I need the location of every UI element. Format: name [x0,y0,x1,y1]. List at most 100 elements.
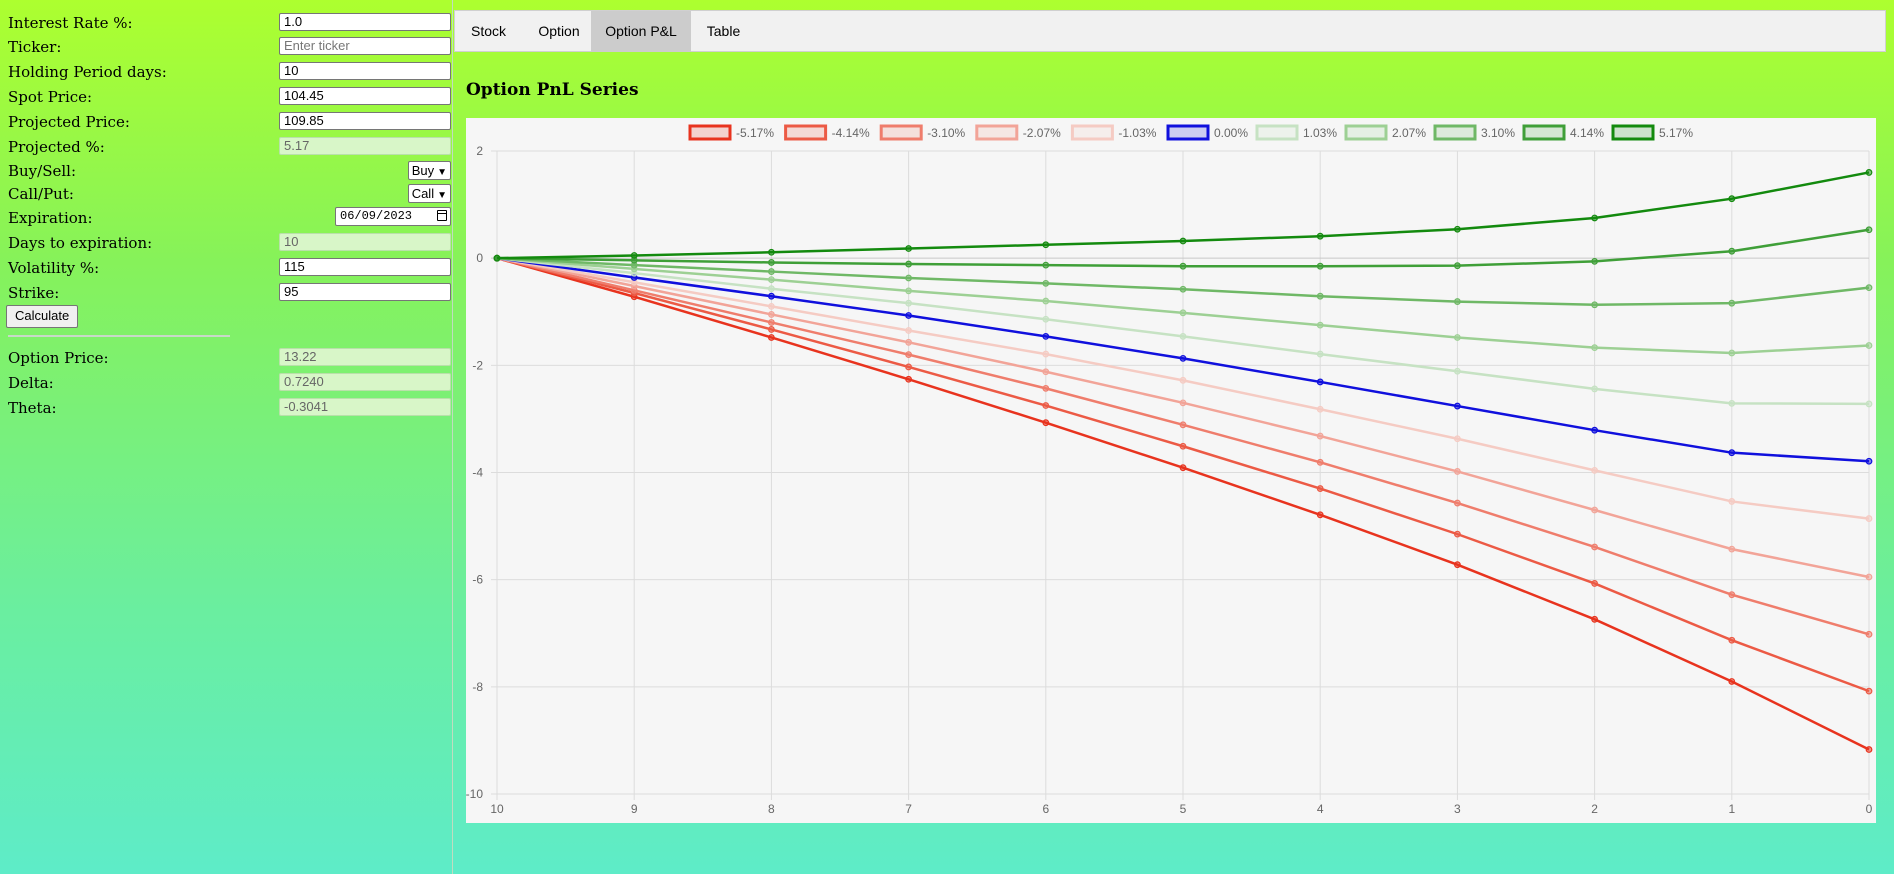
data-point [1042,241,1050,249]
data-point [1865,515,1873,522]
calculate-button[interactable]: Calculate [6,305,79,328]
ticker-input[interactable]: Enter ticker [279,37,451,55]
input-panel: Interest Rate %: 1.0 Ticker: Enter ticke… [0,0,455,874]
days-to-expiration-label: Days to expiration: [8,234,153,252]
data-point [1865,457,1873,465]
data-point [905,363,913,371]
data-point [1591,580,1598,587]
call-put-value: Call [411,186,435,201]
data-point [1454,367,1461,375]
data-point [768,276,775,284]
tab-option-pl[interactable]: Option P&L [591,11,691,52]
data-point [1042,368,1050,376]
data-point [1865,342,1873,349]
volatility-input[interactable]: 115 [279,258,451,276]
holding-period-input[interactable]: 10 [279,62,451,80]
data-point [768,259,775,266]
data-point [1591,466,1598,474]
data-point [1179,285,1187,293]
data-point [1865,400,1873,408]
data-point [1316,458,1324,466]
data-point [1454,225,1461,233]
data-point [1042,402,1050,409]
tab-bar: Stock Option Option P&L Table [454,10,1886,52]
pnl-chart-svg: 10 9 8 7 6 5 4 3 2 1 020-2-4-6-8-10-5.17% -4.14% -3.… [466,124,1873,816]
data-point [905,327,913,334]
tab-stock[interactable]: Stock [470,23,506,39]
interest-rate-row: Interest Rate %: 1.0 [8,11,451,33]
buy-sell-select[interactable]: Buy ▼ [407,161,451,180]
data-point [1316,232,1324,240]
data-point [1591,543,1598,551]
data-point [1179,262,1187,270]
legend-swatch [784,124,828,141]
option-price-row: Option Price: 13.22 [8,346,451,368]
call-put-select[interactable]: Call ▼ [407,184,451,203]
data-point [1179,354,1187,362]
chevron-down-icon: ▼ [437,167,447,178]
spot-price-row: Spot Price: 104.45 [8,85,451,107]
y-tick-label: -8 [472,680,483,694]
data-point [1179,309,1187,317]
legend-swatch [1255,124,1299,141]
legend-swatch [1166,124,1210,141]
legend-label: 1.03% [1303,126,1337,140]
data-point [1591,506,1598,514]
expiration-value: 06/09/2023 [340,209,413,223]
data-point [1316,321,1324,329]
y-tick-label: -4 [472,466,483,480]
data-point [1728,678,1736,685]
interest-rate-input[interactable]: 1.0 [279,13,451,31]
data-point [493,254,501,262]
data-point [1728,498,1736,505]
data-point [1179,237,1187,245]
x-tick-label: 8 [768,802,775,816]
calendar-icon[interactable] [437,210,447,221]
x-tick-label: 4 [1317,802,1324,816]
x-tick-label: 2 [1591,802,1598,816]
spot-price-input[interactable]: 104.45 [279,87,451,105]
holding-period-label: Holding Period days: [8,63,167,81]
delta-field: 0.7240 [279,373,451,391]
legend-label: -4.14% [832,126,870,140]
divider [8,335,230,337]
data-point [1454,499,1461,507]
legend-swatch [879,124,923,141]
legend-swatch [1522,124,1566,141]
data-point [1591,615,1598,623]
call-put-label: Call/Put: [8,185,74,203]
data-point [1042,315,1050,323]
data-point [1865,630,1873,638]
buy-sell-label: Buy/Sell: [8,162,77,180]
legend-swatch [975,124,1019,141]
data-point [1865,284,1873,292]
x-tick-label: 6 [1042,802,1049,816]
volatility-label: Volatility %: [8,259,100,277]
strike-input[interactable]: 95 [279,283,451,301]
projected-price-input[interactable]: 109.85 [279,112,451,130]
ticker-row: Ticker: Enter ticker [8,35,451,57]
tab-table[interactable]: Table [706,23,741,39]
x-tick-label: 7 [905,802,912,816]
ticker-label: Ticker: [8,38,62,56]
y-tick-label: 0 [476,251,483,265]
data-point [1728,449,1736,457]
strike-row: Strike: 95 [8,281,451,303]
expiration-date-input[interactable]: 06/09/2023 [335,207,451,226]
x-tick-label: 5 [1180,802,1187,816]
x-tick-label: 0 [1866,802,1873,816]
data-point [768,326,775,333]
data-point [905,299,913,307]
volatility-row: Volatility %: 115 [8,256,451,278]
tab-option[interactable]: Option [538,23,580,39]
pnl-chart: 10 9 8 7 6 5 4 3 2 1 0 2 0 -2 -4 -6 -8 -10 -5.17% -4.14% -3.… [466,118,1876,823]
data-point [1179,332,1187,340]
legend-label: 4.14% [1570,126,1604,140]
legend-swatch [1070,124,1114,141]
data-point [1865,573,1873,581]
legend-label: 5.17% [1659,126,1693,140]
data-point [1316,292,1324,300]
projected-price-label: Projected Price: [8,113,130,131]
legend-label: -1.03% [1118,126,1156,140]
projected-price-row: Projected Price: 109.85 [8,110,451,132]
